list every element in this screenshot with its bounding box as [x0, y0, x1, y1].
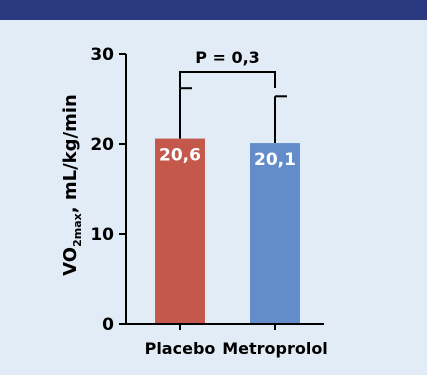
p-value-annotation: P = 0,3 [195, 48, 260, 67]
y-tick-label-10: 10 [90, 225, 114, 245]
y-tick-label-20: 20 [90, 135, 114, 155]
value-label-placebo: 20,6 [159, 146, 201, 166]
chart-marks: 20,6 Placebo 20,1 Metroprolol 0 10 20 30 P = 0,3 [90, 45, 327, 358]
y-tick-label-30: 30 [90, 45, 114, 65]
category-label-metroprolol: Metroprolol [222, 339, 328, 358]
value-label-metroprolol: 20,1 [254, 150, 296, 170]
bar-metroprolol [250, 143, 300, 324]
bar-chart: 20,6 Placebo 20,1 Metroprolol 0 10 20 30 P = 0,3… [60, 45, 328, 358]
y-axis-label: VO2max, mL/kg/min [60, 94, 84, 276]
chart-panel: 20,6 Placebo 20,1 Metroprolol 0 10 20 30 P = 0,3… [0, 20, 427, 375]
y-tick-label-0: 0 [102, 315, 114, 335]
category-label-placebo: Placebo [145, 339, 216, 358]
y-axis-label-prefix: VO [60, 247, 81, 276]
significance-bracket [179, 71, 276, 88]
y-axis-label-suffix: , mL/kg/min [60, 94, 81, 213]
top-banner [0, 0, 427, 20]
y-axis-label-subscript: 2max [71, 213, 84, 247]
bar-placebo [155, 138, 205, 324]
